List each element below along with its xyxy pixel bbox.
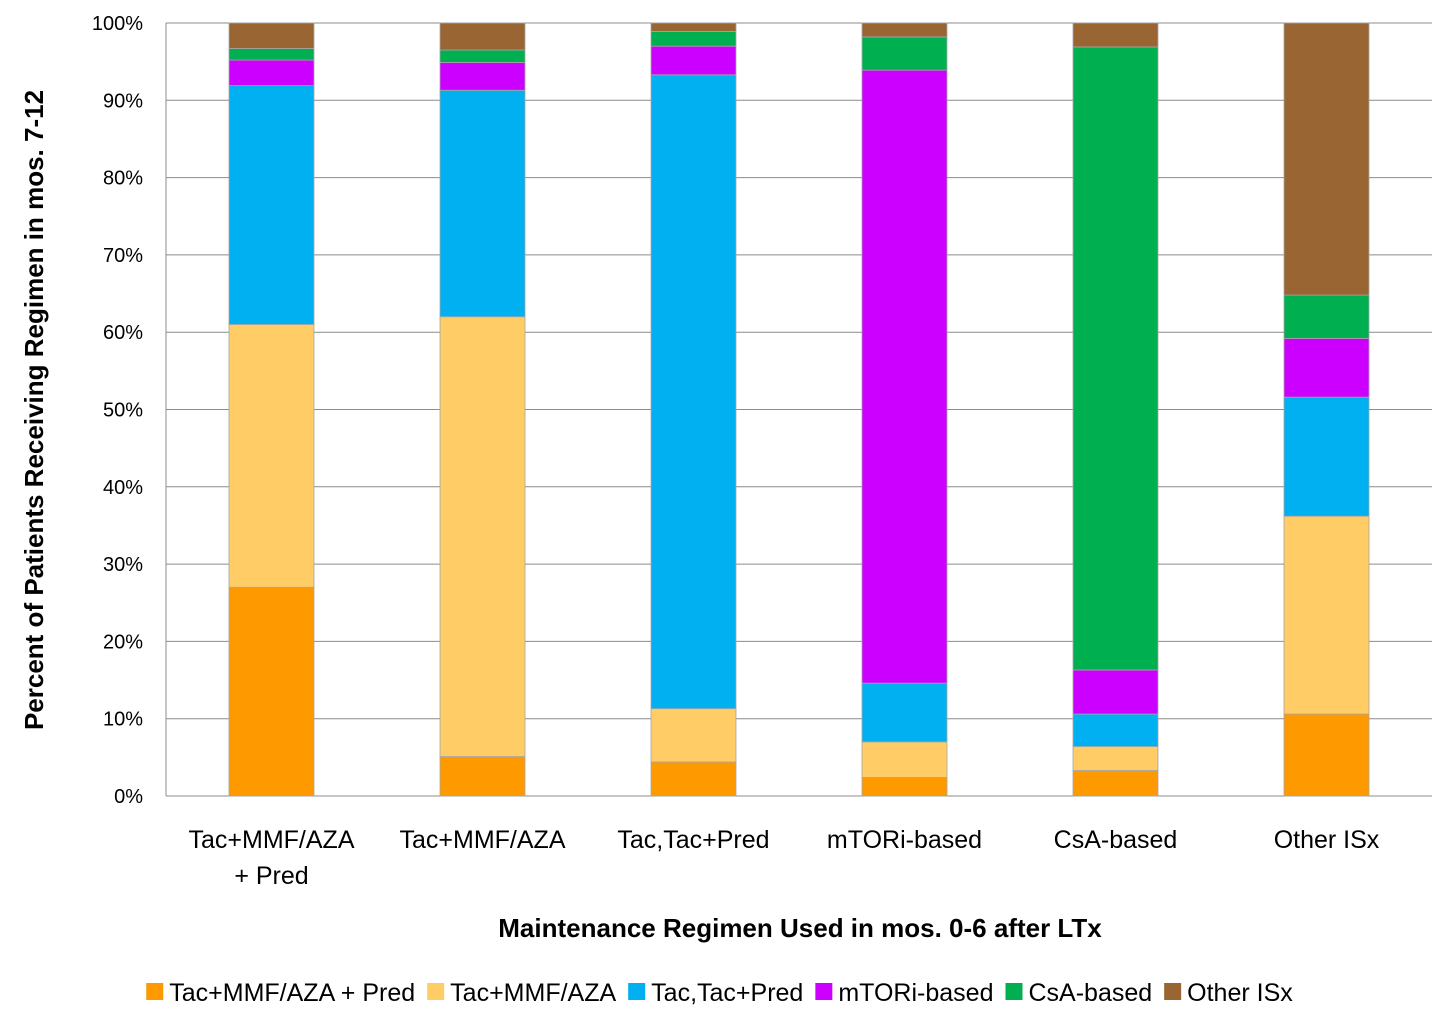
legend-label: CsA-based xyxy=(1028,979,1152,1007)
legend: Tac+MMF/AZA + Pred Tac+MMF/AZA Tac,Tac+Pre… xyxy=(146,979,1293,1007)
bar-segment xyxy=(228,324,315,588)
bar-segment xyxy=(1283,294,1370,339)
bar-segment xyxy=(650,31,737,47)
x-tick-label: Tac+MMF/AZA + Pred xyxy=(189,826,355,890)
bar-segment xyxy=(1072,46,1159,671)
bar-segment xyxy=(1283,396,1370,517)
x-tick-label: Tac+MMF/AZA xyxy=(400,826,566,854)
bar-segment xyxy=(861,777,948,797)
y-axis-ticks: 0% 10% 20% 30% 40% 50% 60% 70% 80% 90% 100% xyxy=(92,13,143,808)
bar-segment xyxy=(1072,669,1159,715)
bar-segment xyxy=(228,85,315,325)
legend-label: mTORi-based xyxy=(838,979,993,1007)
bar-segment xyxy=(650,74,737,710)
legend-swatch xyxy=(146,983,164,1000)
bar-segment xyxy=(439,89,526,318)
y-tick-label: 90% xyxy=(103,90,143,112)
y-axis-title: Percent of Patients Receiving Regimen in… xyxy=(19,90,49,730)
bar-segment xyxy=(1072,713,1159,747)
gridlines xyxy=(165,22,1432,797)
bar-segment xyxy=(439,22,526,51)
x-tick-label: CsA-based xyxy=(1054,826,1178,854)
bar-segment xyxy=(439,62,526,91)
y-tick-label: 80% xyxy=(103,168,143,190)
bar-segment xyxy=(1283,337,1370,398)
bar-segment xyxy=(650,708,737,763)
legend-swatch xyxy=(1005,983,1023,1000)
x-axis-category-labels: Tac+MMF/AZA + Pred Tac+MMF/AZA Tac,Tac+Pred… xyxy=(189,826,1380,890)
x-tick-label: Tac,Tac+Pred xyxy=(617,826,769,854)
bar-segment xyxy=(861,69,948,684)
y-tick-label: 10% xyxy=(103,709,143,731)
bar-segment xyxy=(861,741,948,778)
legend-swatch xyxy=(427,983,445,1000)
bar-segment xyxy=(439,49,526,63)
bar-segment xyxy=(861,22,948,38)
bar-segment xyxy=(650,22,737,32)
bar-segment xyxy=(228,586,315,797)
bar-segment xyxy=(1283,22,1370,296)
y-tick-label: 40% xyxy=(103,477,143,499)
legend-label: Tac+MMF/AZA xyxy=(450,979,616,1007)
legend-label: Tac+MMF/AZA + Pred xyxy=(169,979,415,1007)
legend-label: Other ISx xyxy=(1187,979,1293,1007)
bar-segment xyxy=(439,756,526,797)
y-tick-label: 50% xyxy=(103,400,143,422)
x-axis-title: Maintenance Regimen Used in mos. 0-6 aft… xyxy=(498,913,1102,943)
y-tick-label: 100% xyxy=(92,13,143,35)
bar-segment xyxy=(1283,713,1370,797)
legend-swatch xyxy=(815,983,833,1000)
y-tick-label: 0% xyxy=(114,786,143,808)
bar-segment xyxy=(1072,770,1159,797)
bar-segment xyxy=(439,316,526,757)
legend-swatch xyxy=(1164,983,1182,1000)
bar-segment xyxy=(650,761,737,797)
bars xyxy=(228,22,1370,797)
x-tick-label: mTORi-based xyxy=(827,826,982,854)
legend-label: Tac,Tac+Pred xyxy=(651,979,803,1007)
y-tick-label: 60% xyxy=(103,322,143,344)
y-tick-label: 30% xyxy=(103,554,143,576)
y-tick-label: 70% xyxy=(103,245,143,267)
bar-segment xyxy=(1283,515,1370,715)
bar-segment xyxy=(228,59,315,87)
y-tick-label: 20% xyxy=(103,631,143,653)
bar-segment xyxy=(228,48,315,61)
bar-segment xyxy=(1072,746,1159,771)
x-tick-label: Other ISx xyxy=(1274,826,1380,854)
legend-swatch xyxy=(628,983,646,1000)
bar-segment xyxy=(228,22,315,49)
bar-segment xyxy=(650,45,737,76)
bar-segment xyxy=(861,682,948,743)
bar-segment xyxy=(1072,22,1159,48)
bar-segment xyxy=(861,36,948,71)
